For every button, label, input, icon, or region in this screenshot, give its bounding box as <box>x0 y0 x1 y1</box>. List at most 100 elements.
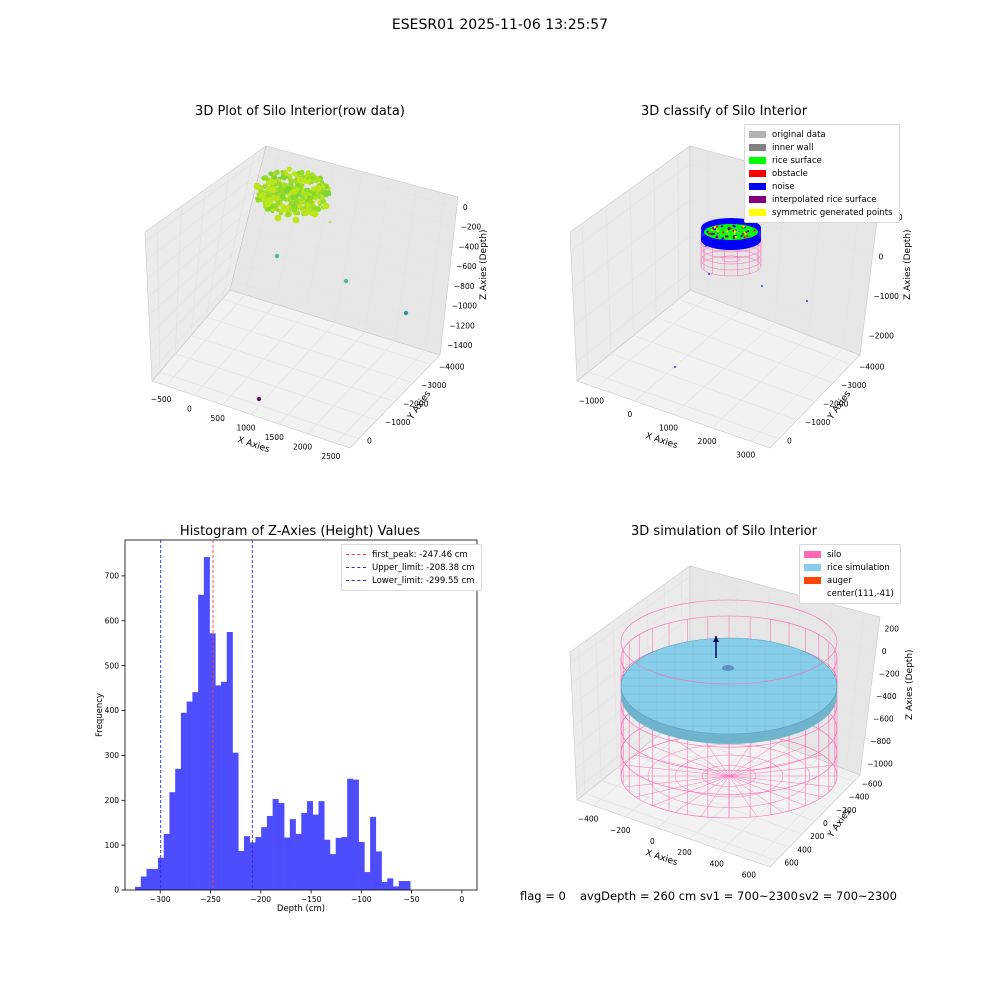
raw-data-point <box>277 178 282 183</box>
classified-point <box>728 237 732 240</box>
legend-label: symmetric generated points <box>772 207 893 218</box>
histogram-bar <box>387 878 394 890</box>
classified-point <box>734 230 737 233</box>
histogram-bar <box>146 868 153 890</box>
p4-z-tick: −1000 <box>867 760 893 769</box>
classified-point <box>734 227 737 230</box>
raw-data-point <box>262 184 267 190</box>
raw-data-point <box>299 169 305 175</box>
p4-y-tick: 200 <box>810 832 825 841</box>
raw-data-point <box>294 194 299 199</box>
raw-data-point <box>270 187 276 193</box>
classified-point <box>740 234 743 238</box>
histogram-ylabel: Frequency <box>95 693 105 737</box>
classified-point <box>712 232 715 235</box>
legend-swatch <box>749 170 766 177</box>
noise-point <box>674 366 676 368</box>
raw-data-point <box>312 173 316 177</box>
histogram-bar <box>175 768 182 890</box>
p1-z-grid <box>145 154 457 242</box>
raw-data-point <box>291 207 298 213</box>
p1-z-tick: −1000 <box>452 302 478 311</box>
raw-data-point <box>320 184 325 189</box>
raw-data-point <box>315 206 322 212</box>
raw-data-point <box>322 191 328 197</box>
classified-point <box>724 229 728 232</box>
silo-bottom-ring <box>701 765 757 787</box>
p1-z-grid <box>146 172 455 261</box>
raw-data-point <box>298 189 303 194</box>
legend-label: inner wall <box>772 142 814 153</box>
legend-swatch <box>749 131 766 138</box>
p1-x-grid <box>222 164 335 406</box>
histogram-bar <box>284 837 291 890</box>
raw-data-point <box>295 187 300 192</box>
raw-data-point <box>279 185 283 189</box>
raw-data-point <box>300 196 303 200</box>
raw-data-point <box>258 192 266 200</box>
x-tick-label: −100 <box>351 895 372 904</box>
p2-x-grid <box>596 151 710 388</box>
raw-data-point <box>293 201 297 205</box>
raw-data-point <box>320 180 325 185</box>
auger-head <box>713 636 719 642</box>
raw-data-point <box>299 201 303 206</box>
histogram-xlabel: Depth (cm) <box>277 904 325 914</box>
classified-point <box>734 235 737 238</box>
p1-x-tick: 0 <box>187 404 192 413</box>
x-tick-label: −150 <box>301 895 322 904</box>
raw-data-point <box>275 200 281 206</box>
histogram-bar <box>295 833 302 890</box>
legend-swatch <box>804 564 821 571</box>
p1-x-tick: 2500 <box>321 452 340 461</box>
p4-y-grid <box>629 608 816 822</box>
classified-point <box>721 237 724 240</box>
histogram-bar <box>289 819 296 890</box>
p4-z-tick: 200 <box>885 624 900 633</box>
p1-z-grid <box>150 262 444 354</box>
raw-data-point <box>291 171 297 177</box>
p4-x-grid <box>753 612 865 862</box>
classified-point <box>727 226 730 230</box>
histogram-bar <box>203 557 210 890</box>
classified-point <box>737 231 740 234</box>
raw-data-point <box>317 200 322 205</box>
noise-point <box>806 300 808 302</box>
histogram-bar <box>364 872 371 890</box>
p4-z-tick: −200 <box>879 669 900 678</box>
histogram-bar <box>404 881 411 890</box>
histogram-bar <box>255 837 262 890</box>
p1-x-tick: 500 <box>211 414 226 423</box>
legend-entry: noise <box>749 180 893 193</box>
histogram-bar <box>198 594 205 890</box>
classified-point <box>747 230 750 233</box>
raw-data-point <box>288 210 292 214</box>
p1-x-grid <box>250 171 363 415</box>
classified-point <box>745 231 748 234</box>
p4-y-grid <box>612 621 803 835</box>
raw-data-point <box>318 195 321 199</box>
raw-data-point <box>320 188 325 193</box>
legend-entry: Upper_limit: -208.38 cm <box>346 561 475 574</box>
legend-label: center(111,-41) <box>827 588 894 599</box>
classified-point <box>739 227 742 230</box>
histogram-bar <box>261 827 268 890</box>
legend-swatch <box>346 580 366 581</box>
raw-data-point <box>287 197 292 201</box>
noise-point <box>761 285 763 287</box>
y-tick-label: 500 <box>105 661 120 670</box>
raw-data-point <box>320 201 324 205</box>
simulation-legend: silo rice simulation auger center(111,-41) <box>799 544 901 604</box>
p4-y-tick: −200 <box>836 806 857 815</box>
p1-z-grid <box>147 208 451 298</box>
silo-bottom-ring <box>647 744 811 808</box>
raw-data-point <box>304 195 308 200</box>
raw-data-point <box>280 204 288 212</box>
legend-swatch <box>804 551 821 558</box>
p1-y-tick: −4000 <box>439 362 465 371</box>
p2-y-tick: −4000 <box>859 362 885 371</box>
raw-data-point <box>303 202 307 206</box>
raw-data-point <box>314 184 322 192</box>
histogram-frame <box>124 539 478 891</box>
p1-y-grid <box>156 223 360 440</box>
